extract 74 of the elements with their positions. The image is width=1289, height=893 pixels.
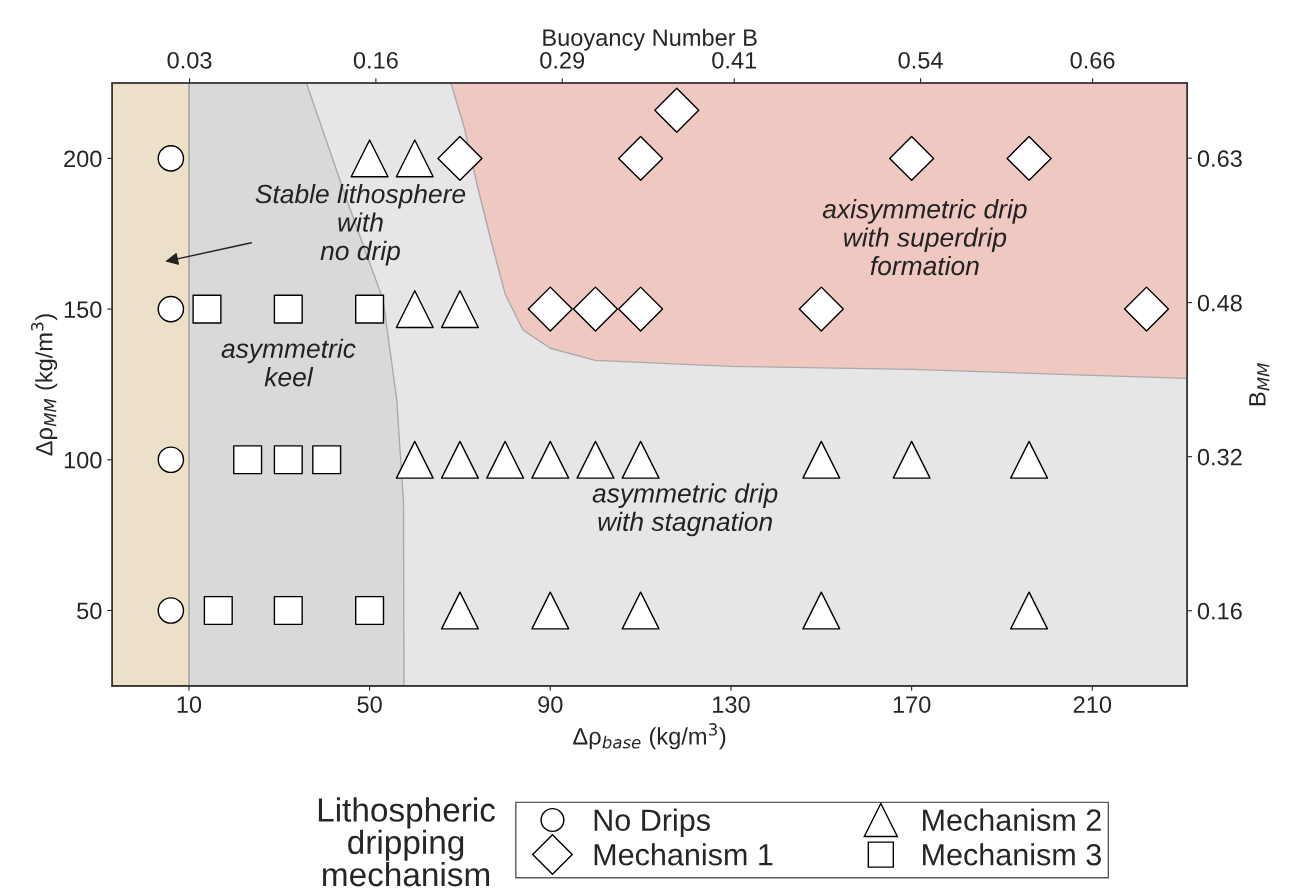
point xyxy=(888,135,935,182)
x2-tick-label: 0.41 xyxy=(712,51,757,69)
legend-label: Mechanism 1 xyxy=(594,843,773,866)
x-axis-title: Δρ$_{base}$ (kg/m$^{3}$) xyxy=(573,723,726,750)
point xyxy=(157,145,185,172)
point xyxy=(233,445,263,475)
point xyxy=(273,595,303,626)
point xyxy=(355,294,385,324)
point xyxy=(621,591,660,630)
x-tick-label: 50 xyxy=(357,696,382,713)
x2-tick-label: 0.03 xyxy=(167,51,212,69)
x-tick-label: 90 xyxy=(538,696,563,713)
legend-label: Mechanism 2 xyxy=(923,808,1101,831)
legend-label: Mechanism 3 xyxy=(923,843,1101,866)
x2-tick-label: 0.29 xyxy=(540,51,585,69)
point xyxy=(350,139,389,178)
x-tick-label: 210 xyxy=(1073,696,1112,713)
point xyxy=(440,440,480,479)
x-tick-label: 10 xyxy=(177,696,202,713)
point xyxy=(395,139,434,178)
point xyxy=(437,135,483,182)
y-axis-title: Δρ$_{MM}$ (kg/m$^{3}$) xyxy=(31,314,58,456)
point xyxy=(531,440,570,479)
point xyxy=(527,286,573,332)
y-tick-label: 50 xyxy=(77,602,102,620)
y2-tick-label: 0.16 xyxy=(1197,602,1242,620)
point xyxy=(203,595,233,626)
annotation: Stable lithosphere with no drip xyxy=(255,183,466,266)
point xyxy=(157,597,185,624)
point xyxy=(157,446,185,474)
y-tick-label: 150 xyxy=(64,301,102,318)
point xyxy=(802,440,841,479)
point xyxy=(621,440,660,479)
legend-label: No Drips xyxy=(594,808,710,838)
point xyxy=(617,286,664,332)
point xyxy=(892,440,931,479)
point xyxy=(440,290,480,329)
point xyxy=(440,591,480,630)
point xyxy=(802,591,841,630)
point xyxy=(531,591,570,630)
point xyxy=(192,294,222,324)
y2-axis-title: B$_{MM}$ xyxy=(1249,363,1270,406)
point xyxy=(395,290,434,329)
legend-title: Lithospheric dripping mechanism xyxy=(318,797,496,887)
point xyxy=(273,294,303,324)
annotation: axisymmetric drip with superdrip formation xyxy=(822,199,1027,276)
x-tick-label: 130 xyxy=(713,696,750,713)
annotation: asymmetric keel xyxy=(221,338,356,387)
point xyxy=(1123,286,1170,332)
point xyxy=(617,135,664,182)
y2-tick-label: 0.48 xyxy=(1197,294,1242,312)
point xyxy=(157,295,185,323)
x2-tick-label: 0.16 xyxy=(353,51,398,69)
x2-tick-label: 0.54 xyxy=(898,51,943,69)
x2-axis-title: Buoyancy Number B xyxy=(543,28,757,51)
point xyxy=(1010,591,1049,630)
point xyxy=(355,595,385,626)
point xyxy=(1010,440,1049,479)
point xyxy=(273,445,303,475)
y-tick-label: 100 xyxy=(64,451,102,469)
annotation: asymmetric drip with stagnation xyxy=(592,483,778,537)
point xyxy=(798,286,844,332)
point xyxy=(654,87,700,133)
point xyxy=(576,440,615,479)
x2-tick-label: 0.66 xyxy=(1070,51,1115,69)
point xyxy=(572,286,619,332)
y2-tick-label: 0.63 xyxy=(1197,150,1242,167)
y2-tick-label: 0.32 xyxy=(1197,448,1242,466)
point xyxy=(486,440,525,479)
point xyxy=(395,440,434,479)
y-tick-label: 200 xyxy=(64,150,102,168)
point xyxy=(1006,135,1052,182)
x-tick-label: 170 xyxy=(893,696,931,713)
point xyxy=(312,445,342,475)
